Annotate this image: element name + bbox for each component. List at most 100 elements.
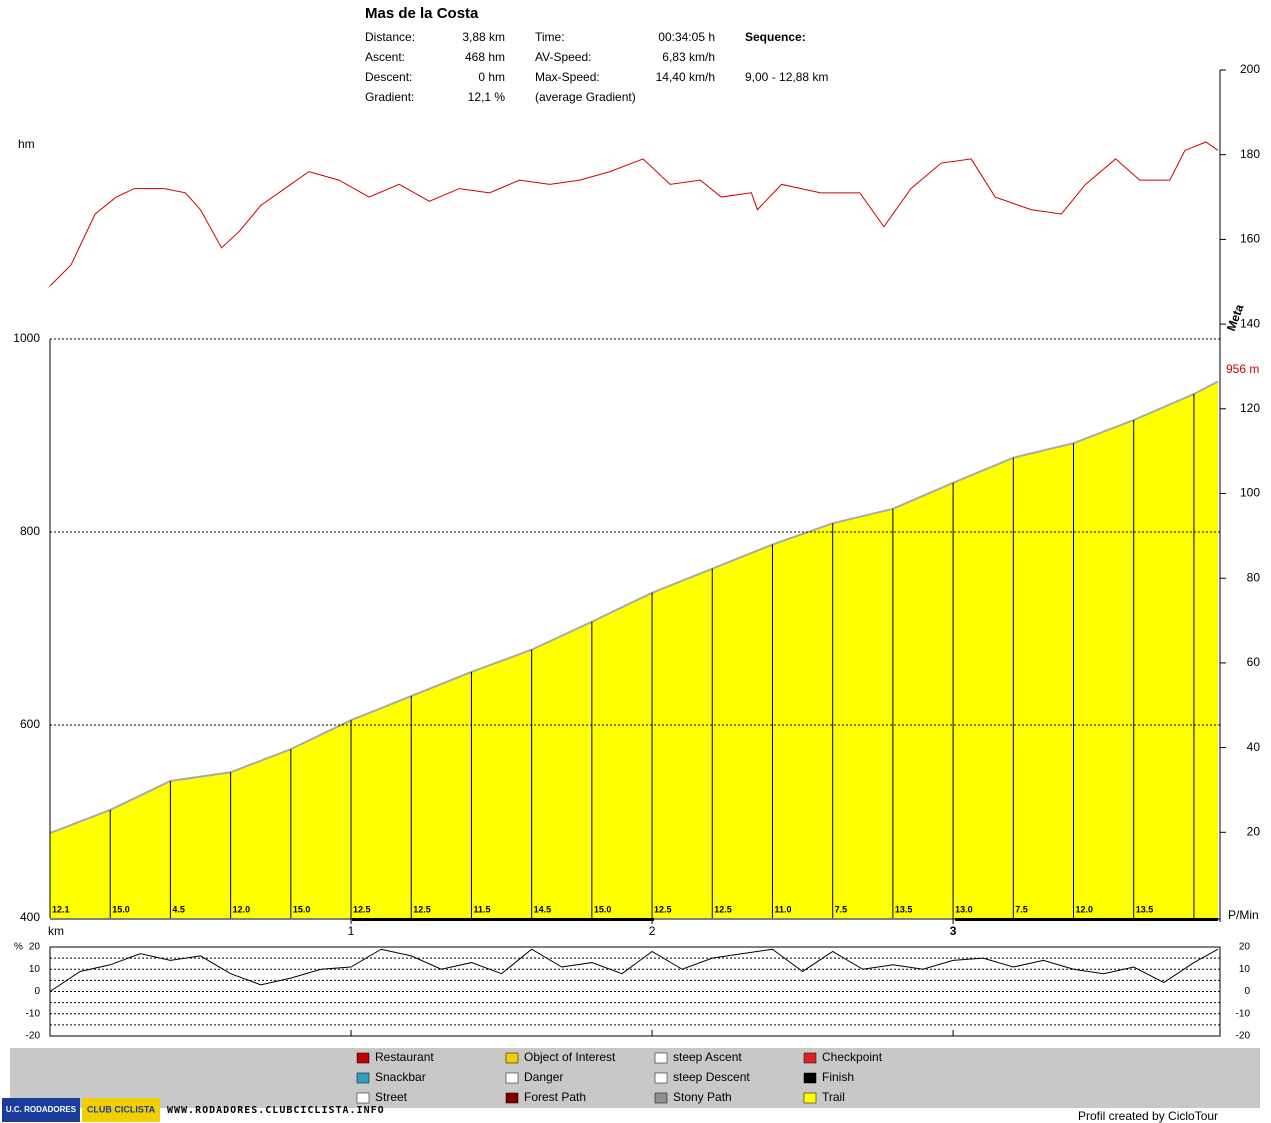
segment-label: 12.5 (714, 904, 732, 914)
y-tick-label: -10 (1236, 1008, 1251, 1019)
y-tick-label: -10 (26, 1008, 41, 1019)
segment-label: 12.0 (233, 904, 251, 914)
x-tick-label: 2 (649, 924, 656, 938)
legend-icon (505, 1072, 519, 1084)
stat: Max-Speed: (535, 70, 600, 84)
segment-label: 12.5 (413, 904, 431, 914)
legend-label: Trail (822, 1090, 845, 1104)
legend-label: Forest Path (524, 1090, 586, 1104)
elevation-fill (50, 381, 1218, 919)
y-tick-label: 1000 (13, 331, 40, 345)
legend-label: Object of Interest (524, 1050, 616, 1064)
legend-label: steep Ascent (673, 1050, 742, 1064)
url: WWW.RODADORES.CLUBCICLISTA.INFO (167, 1105, 385, 1116)
y2-label: P/Min (1228, 908, 1259, 922)
stat: Time: (535, 30, 565, 44)
y2-tick-label: 40 (1247, 740, 1261, 754)
legend-icon (654, 1072, 668, 1084)
x-tick-label: 1 (348, 924, 355, 938)
segment-label: 15.0 (112, 904, 130, 914)
segment-label: 14.5 (534, 904, 552, 914)
legend-label: Restaurant (375, 1050, 434, 1064)
stat: Ascent: (365, 50, 405, 64)
legend-icon (356, 1092, 370, 1104)
y-tick-label: 10 (29, 964, 41, 975)
y-tick-label: 400 (20, 910, 40, 924)
legend-icon (654, 1052, 668, 1064)
x-tick-label: 3 (950, 924, 957, 938)
y-tick-label: 600 (20, 717, 40, 731)
legend-icon (803, 1072, 817, 1084)
legend-band (10, 1048, 1260, 1108)
y-label: hm (18, 137, 35, 151)
segment-label: 12.5 (654, 904, 672, 914)
stat: 00:34:05 h (658, 30, 715, 44)
stat: Descent: (365, 70, 412, 84)
y-tick-label: 0 (1244, 986, 1250, 997)
gradient-line (49, 948, 1219, 992)
stat: 0 hm (478, 70, 505, 84)
y2-tick-label: 120 (1240, 401, 1260, 415)
y-tick-label: -20 (26, 1031, 41, 1042)
stat: 14,40 km/h (656, 70, 715, 84)
y-tick-label: 20 (1239, 942, 1251, 953)
legend-label: Street (375, 1090, 408, 1104)
segment-label: 7.5 (1015, 904, 1028, 914)
segment-label: 13.0 (955, 904, 973, 914)
segment-label: 13.5 (1136, 904, 1154, 914)
segment-label: 7.5 (835, 904, 848, 914)
x-label: km (48, 924, 64, 938)
segment-label: 11.0 (774, 904, 791, 914)
logo-box (82, 1098, 160, 1122)
legend-icon (505, 1052, 519, 1064)
segment-label: 12.0 (1076, 904, 1094, 914)
logo-text: CLUB CICLISTA (87, 1104, 156, 1114)
credit: Profil created by CicloTour (1078, 1109, 1218, 1123)
stat: AV-Speed: (535, 50, 591, 64)
stat: Gradient: (365, 90, 414, 104)
stat: 12,1 % (468, 90, 506, 104)
legend-icon (356, 1052, 370, 1064)
y2-tick-label: 60 (1247, 655, 1261, 669)
legend-label: Checkpoint (822, 1050, 883, 1064)
legend-label: Finish (822, 1070, 854, 1084)
legend-icon (803, 1092, 817, 1104)
y-tick-label: 0 (34, 986, 40, 997)
legend-label: Danger (524, 1070, 563, 1084)
segment-label: 13.5 (895, 904, 913, 914)
y2-tick-label: 160 (1240, 232, 1260, 246)
stat: (average Gradient) (535, 90, 636, 104)
legend-icon (505, 1092, 519, 1104)
stat: 9,00 - 12,88 km (745, 70, 828, 84)
y-label: % (14, 942, 23, 953)
segment-label: 4.5 (172, 904, 185, 914)
stat: 3,88 km (462, 30, 505, 44)
y2-tick-label: 140 (1240, 316, 1260, 330)
stat: 468 hm (465, 50, 505, 64)
segment-label: 15.0 (594, 904, 612, 914)
y2-tick-label: 20 (1247, 824, 1261, 838)
legend-icon (356, 1072, 370, 1084)
legend-label: steep Descent (673, 1070, 750, 1084)
y2-tick-label: 100 (1240, 486, 1260, 500)
y-tick-label: -20 (1236, 1031, 1251, 1042)
y2-tick-label: 200 (1240, 62, 1260, 76)
legend-label: Snackbar (375, 1070, 426, 1084)
logo-text: U.C. RODADORES (6, 1105, 77, 1114)
logo-box (2, 1098, 80, 1122)
y-tick-label: 20 (29, 942, 41, 953)
legend-label: Stony Path (673, 1090, 732, 1104)
end-label: 956 m (1226, 362, 1259, 376)
y2-tick-label: 80 (1247, 570, 1261, 584)
title: Mas de la Costa (365, 5, 479, 22)
stat: Distance: (365, 30, 415, 44)
y2-tick-label: 180 (1240, 147, 1260, 161)
segment-label: 11.5 (473, 904, 490, 914)
segment-label: 15.0 (293, 904, 311, 914)
stat: Sequence: (745, 30, 806, 44)
segment-label: 12.1 (52, 904, 70, 914)
y-tick-label: 800 (20, 524, 40, 538)
pulse-line (49, 141, 1219, 287)
